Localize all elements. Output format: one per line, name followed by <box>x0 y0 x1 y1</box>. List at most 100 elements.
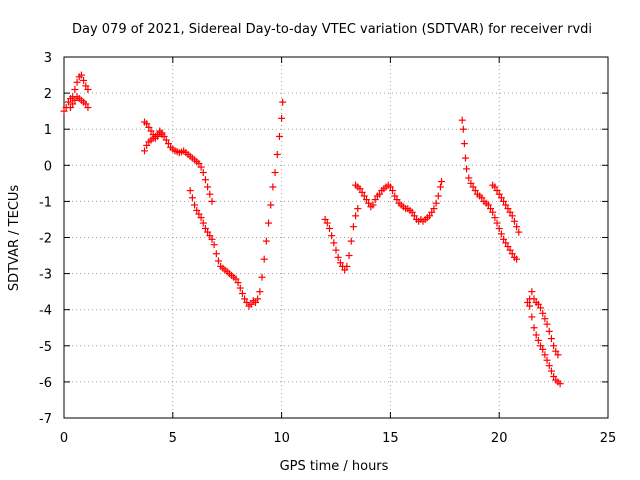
data-point <box>279 98 287 106</box>
data-point <box>238 289 246 297</box>
x-tick-label: 0 <box>60 431 68 446</box>
data-point <box>354 205 362 213</box>
data-point <box>486 205 494 213</box>
data-point <box>265 219 273 227</box>
data-point <box>493 187 501 195</box>
data-point <box>393 196 401 204</box>
data-point <box>69 93 77 101</box>
data-point <box>64 98 72 106</box>
data-point <box>554 351 562 359</box>
data-point <box>201 224 209 232</box>
data-point <box>547 367 555 375</box>
data-point <box>523 298 531 306</box>
data-point <box>199 169 207 177</box>
data-point <box>247 300 255 308</box>
data-point <box>436 183 444 191</box>
data-point <box>343 262 351 270</box>
data-point <box>162 136 170 144</box>
data-point <box>365 199 373 207</box>
data-point <box>530 324 538 332</box>
data-point <box>410 212 418 220</box>
data-point <box>489 208 497 216</box>
data-point <box>497 230 505 238</box>
data-point <box>408 208 416 216</box>
data-point <box>541 351 549 359</box>
data-point <box>321 215 329 223</box>
data-point <box>278 114 286 122</box>
data-point <box>267 201 275 209</box>
data-point <box>528 288 536 296</box>
data-point <box>349 223 357 231</box>
data-point <box>236 284 244 292</box>
data-point <box>550 372 558 380</box>
data-point <box>360 192 368 200</box>
x-axis-label: GPS time / hours <box>280 459 389 474</box>
data-point <box>145 123 153 131</box>
data-point <box>214 257 222 265</box>
y-axis-label: SDTVAR / TECUs <box>7 185 22 292</box>
data-point <box>262 237 270 245</box>
data-point <box>465 174 473 182</box>
data-point <box>197 163 205 171</box>
data-point <box>386 183 394 191</box>
data-point <box>500 197 508 205</box>
data-point <box>204 228 212 236</box>
data-point <box>497 194 505 202</box>
x-tick-label: 25 <box>600 431 617 446</box>
data-point <box>460 140 468 148</box>
y-tick-label: -3 <box>39 268 52 283</box>
y-tick-label: 1 <box>44 123 52 138</box>
data-point <box>556 380 564 388</box>
data-point <box>506 208 514 216</box>
data-point <box>260 255 268 263</box>
data-point <box>510 217 518 225</box>
data-point <box>539 309 547 317</box>
data-point <box>459 125 467 133</box>
data-point <box>432 199 440 207</box>
data-point <box>158 129 166 137</box>
data-point <box>547 335 555 343</box>
data-point <box>458 116 466 124</box>
data-point <box>469 183 477 191</box>
data-point <box>376 190 384 198</box>
data-point <box>258 273 266 281</box>
data-point <box>269 183 277 191</box>
data-point <box>371 196 379 204</box>
data-point <box>232 275 240 283</box>
data-point <box>234 279 242 287</box>
y-tick-label: -4 <box>39 304 52 319</box>
data-point <box>539 345 547 353</box>
data-point <box>543 356 551 364</box>
data-point <box>352 212 360 220</box>
x-tick-label: 15 <box>382 431 399 446</box>
data-point <box>508 250 516 258</box>
y-tick-labels: -7 -6 -5 -4 -3 -2 -1 0 1 2 3 <box>39 51 52 427</box>
data-point <box>325 224 333 232</box>
data-point <box>141 147 149 155</box>
data-point <box>143 120 151 128</box>
data-point <box>362 196 370 204</box>
y-tick-label: -6 <box>39 376 52 391</box>
data-point <box>71 96 79 104</box>
data-point <box>389 187 397 195</box>
data-point <box>67 104 75 112</box>
data-point <box>60 107 68 115</box>
data-point <box>515 228 523 236</box>
data-point <box>428 208 436 216</box>
data-point <box>193 206 201 214</box>
data-point <box>206 190 214 198</box>
data-point <box>537 304 545 312</box>
data-point <box>347 237 355 245</box>
data-point <box>80 76 88 84</box>
data-point <box>493 219 501 227</box>
data-point <box>147 127 155 135</box>
data-point <box>537 342 545 350</box>
data-point <box>491 183 499 191</box>
data-point <box>369 201 377 209</box>
y-tick-label: -2 <box>39 232 52 247</box>
data-point <box>84 85 92 93</box>
data-point <box>186 187 194 195</box>
data-point <box>208 197 216 205</box>
data-point <box>201 176 209 184</box>
chart-title: Day 079 of 2021, Sidereal Day-to-day VTE… <box>72 22 592 37</box>
